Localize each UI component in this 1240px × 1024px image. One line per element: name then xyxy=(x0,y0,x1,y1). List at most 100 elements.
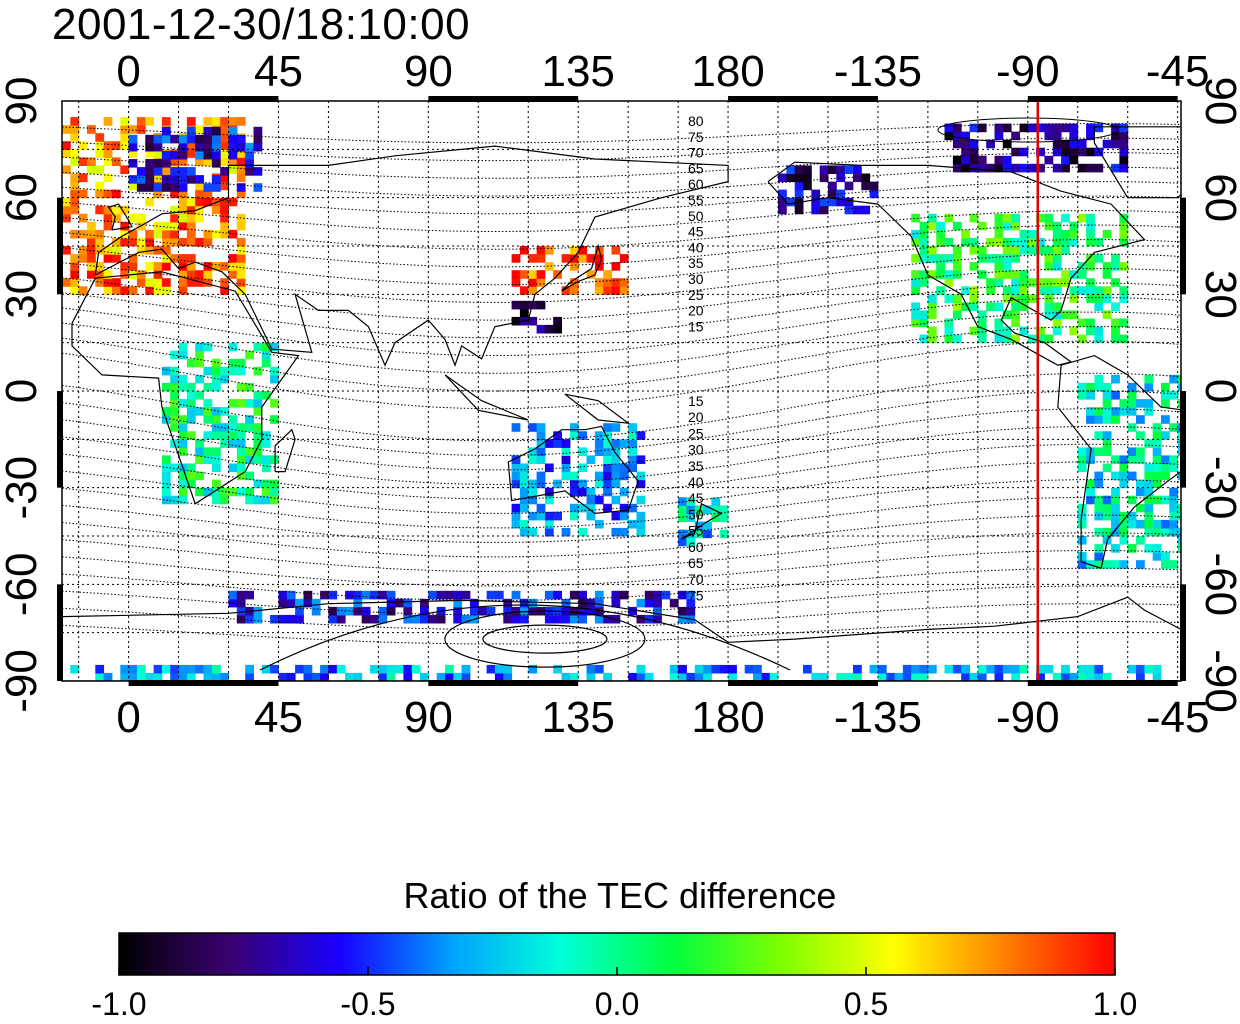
data-cell xyxy=(636,495,646,505)
data-cell xyxy=(128,254,138,263)
data-cell xyxy=(120,133,130,142)
y-tick-label-left: 0 xyxy=(0,379,46,403)
data-cell xyxy=(1052,254,1062,263)
data-cell xyxy=(977,155,987,165)
data-cell xyxy=(1177,511,1181,521)
data-cell xyxy=(153,229,163,239)
data-cell xyxy=(228,423,238,432)
data-cell xyxy=(236,149,246,158)
data-cell xyxy=(1061,310,1070,319)
data-cell xyxy=(245,142,254,152)
data-cell xyxy=(619,590,629,600)
data-cell xyxy=(494,672,504,681)
data-cell xyxy=(561,254,571,263)
data-cell xyxy=(728,664,737,674)
data-cell xyxy=(1086,131,1095,141)
data-cell xyxy=(1161,527,1170,537)
colorbar-tick-label: 1.0 xyxy=(1093,986,1137,1022)
data-cell xyxy=(228,342,238,352)
data-cell xyxy=(611,527,621,537)
data-cell xyxy=(445,672,454,681)
data-cell xyxy=(1061,246,1070,255)
data-cell xyxy=(919,229,929,239)
data-cell xyxy=(544,511,554,521)
data-cell xyxy=(203,117,213,126)
data-cell xyxy=(1094,447,1104,456)
data-cell xyxy=(112,141,121,150)
data-cell xyxy=(303,598,313,608)
contour-label: 65 xyxy=(688,555,704,571)
data-cell xyxy=(1152,423,1162,432)
colorbar-tick-label: 0.5 xyxy=(844,986,888,1022)
data-cell xyxy=(1069,672,1079,681)
data-cell xyxy=(603,471,612,481)
data-cell xyxy=(569,590,579,600)
colorbar-tick-label: 0.0 xyxy=(595,986,639,1022)
data-cell xyxy=(145,149,155,158)
data-cell xyxy=(977,270,987,279)
data-cell xyxy=(994,262,1004,271)
data-cell xyxy=(203,126,213,136)
data-cell xyxy=(1077,213,1087,223)
data-cell xyxy=(220,366,229,376)
data-cell xyxy=(1086,664,1095,674)
data-cell xyxy=(211,415,221,424)
data-cell xyxy=(1036,237,1045,247)
data-cell xyxy=(236,165,246,174)
data-cell xyxy=(161,278,171,287)
data-cell xyxy=(986,278,995,287)
data-cell xyxy=(1044,221,1054,231)
data-cell xyxy=(1019,237,1029,247)
data-cell xyxy=(1094,415,1104,424)
data-cell xyxy=(128,181,138,191)
data-cell xyxy=(619,278,629,287)
data-cell xyxy=(203,366,213,376)
data-cell xyxy=(62,125,71,134)
data-cell xyxy=(1102,382,1112,392)
data-cell xyxy=(286,614,296,624)
data-cell xyxy=(544,262,554,271)
data-cell xyxy=(1177,503,1181,513)
data-cell xyxy=(936,229,945,239)
data-cell xyxy=(986,254,995,263)
data-cell xyxy=(594,614,604,624)
data-cell xyxy=(628,519,637,529)
data-cell xyxy=(944,326,954,336)
data-cell xyxy=(128,142,138,152)
data-cell xyxy=(519,503,529,513)
data-cell xyxy=(1136,560,1145,569)
data-cell xyxy=(211,183,221,192)
data-cell xyxy=(120,262,130,271)
data-cell xyxy=(1044,131,1054,141)
data-cell xyxy=(420,614,429,624)
data-cell xyxy=(553,590,562,600)
data-cell xyxy=(536,503,546,513)
data-cell xyxy=(1111,131,1120,141)
data-cell xyxy=(1036,664,1045,674)
data-cell xyxy=(628,423,637,432)
data-cell xyxy=(1044,155,1054,165)
data-cell xyxy=(853,672,862,681)
data-cell xyxy=(561,463,571,473)
data-cell xyxy=(1086,123,1095,133)
data-cell xyxy=(728,672,737,681)
data-cell xyxy=(112,237,121,247)
data-cell xyxy=(619,463,629,473)
data-cell xyxy=(994,318,1004,328)
data-cell xyxy=(1102,229,1112,239)
data-cell xyxy=(1161,431,1170,440)
data-cell xyxy=(1119,237,1129,247)
data-cell xyxy=(336,664,346,674)
data-cell xyxy=(211,150,221,160)
data-cell xyxy=(719,529,729,539)
x-tick-label-top: 90 xyxy=(404,47,453,96)
data-cell xyxy=(594,447,604,456)
data-cell xyxy=(1011,246,1020,255)
data-cell xyxy=(594,495,604,505)
data-cell xyxy=(1086,318,1095,328)
contour-label: 65 xyxy=(688,160,704,176)
data-cell xyxy=(203,237,213,247)
data-cell xyxy=(1111,278,1120,287)
data-cell xyxy=(203,399,213,408)
data-cell xyxy=(1094,254,1104,263)
